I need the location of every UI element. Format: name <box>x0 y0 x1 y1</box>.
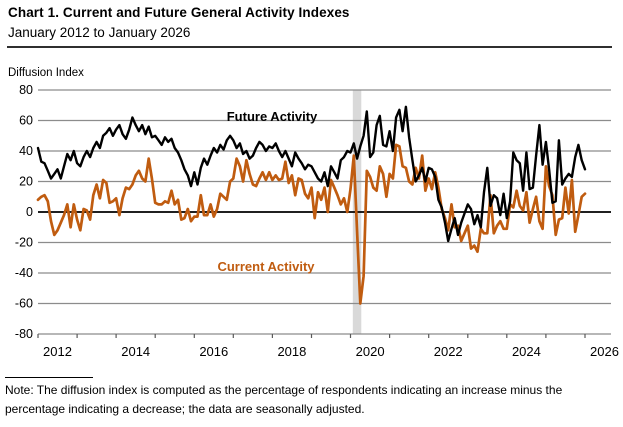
y-tick-label-80: 80 <box>19 85 33 97</box>
y-tick-label-40: 40 <box>19 144 33 158</box>
y-tick-label-0: 0 <box>26 205 33 219</box>
chart-title: Chart 1. Current and Future General Acti… <box>8 5 350 20</box>
x-tick-label-2026: 2026 <box>590 344 619 359</box>
x-tick-label-2018: 2018 <box>277 344 306 359</box>
activity-chart: 80 60 40 20 0 -20 -40 -60 -80 2012 2014 2016 2018 202… <box>15 85 619 359</box>
current-activity-series-label: Current Activity <box>217 259 315 274</box>
y-tick-label--60: -60 <box>15 297 33 311</box>
x-tick-label-2022: 2022 <box>434 344 463 359</box>
current-activity-line <box>36 143 587 305</box>
y-tick-label--80: -80 <box>15 327 33 341</box>
y-tick-label--40: -40 <box>15 266 33 280</box>
x-tick-label-2024: 2024 <box>512 344 541 359</box>
y-tick-label-20: 20 <box>19 175 33 189</box>
x-tick-label-2020: 2020 <box>356 344 385 359</box>
chart-subtitle: January 2012 to January 2026 <box>8 25 191 40</box>
x-tick-label-2016: 2016 <box>199 344 228 359</box>
header-rule <box>7 46 612 48</box>
y-tick-label--20: -20 <box>15 236 33 250</box>
note-text: Note: The diffusion index is computed as… <box>5 383 563 416</box>
y-tick-label-60: 60 <box>19 114 33 128</box>
x-tick-label-2014: 2014 <box>121 344 150 359</box>
future-activity-series-label: Future Activity <box>227 109 318 124</box>
y-axis-title: Diffusion Index <box>8 67 84 79</box>
x-tick-label-2012: 2012 <box>43 344 72 359</box>
footnote-rule <box>5 377 93 378</box>
future-activity-line <box>36 105 587 243</box>
